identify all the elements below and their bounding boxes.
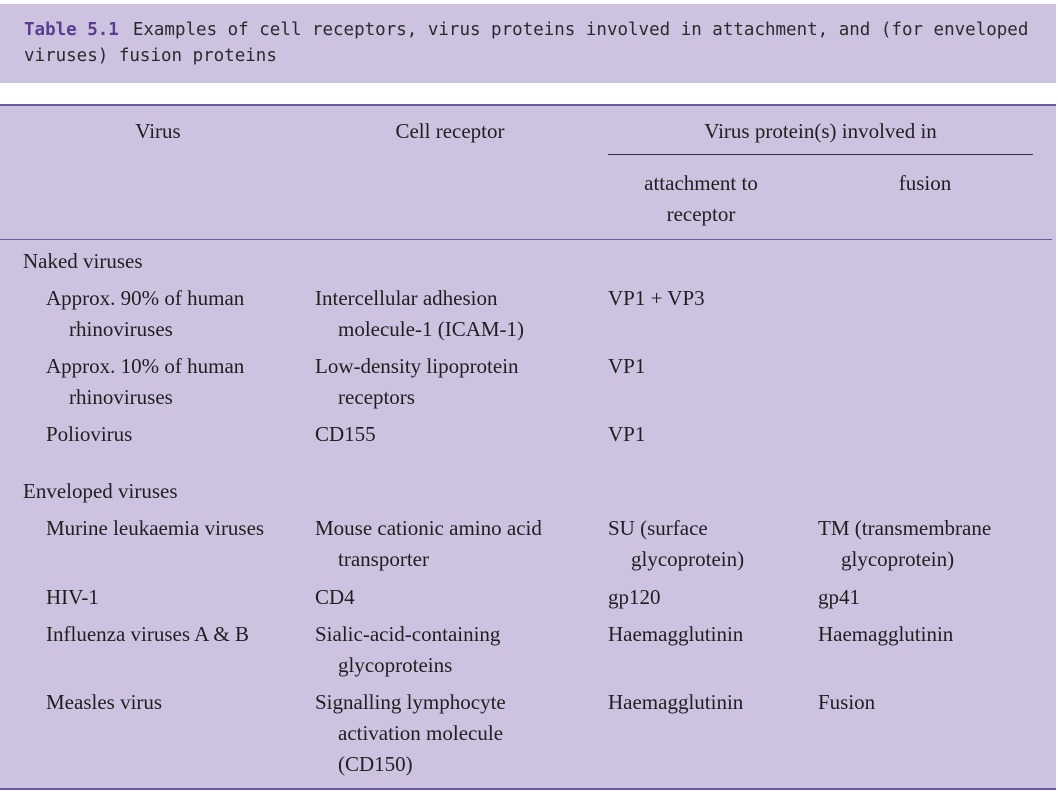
header-virus: Virus	[135, 119, 181, 143]
cell-attachment: VP1	[608, 422, 646, 446]
caption-label: Table 5.1	[24, 20, 119, 40]
cell-virus: Approx. 90% of human rhinoviruses	[46, 286, 245, 341]
cell-receptor: Intercellular adhesion molecule-1 (ICAM-…	[315, 286, 525, 341]
cell-fusion: gp41	[818, 585, 860, 609]
table-caption: Table 5.1 Examples of cell receptors, vir…	[0, 4, 1056, 83]
cell-virus: HIV-1	[46, 585, 99, 609]
header-rule	[0, 239, 1052, 240]
cell-attachment: VP1 + VP3	[608, 286, 705, 310]
cell-receptor: CD155	[315, 422, 376, 446]
header-fusion: fusion	[898, 171, 952, 195]
cell-receptor: Signalling lymphocyte activation molecul…	[315, 690, 506, 776]
header-sub-rule	[608, 154, 1033, 155]
caption-text: Examples of cell receptors, virus protei…	[24, 20, 1029, 66]
cell-receptor: Low-density lipoprotein receptors	[315, 354, 519, 409]
cell-fusion: TM (transmembrane glycoprotein)	[818, 516, 992, 571]
cell-receptor: CD4	[315, 585, 355, 609]
cell-attachment: VP1	[608, 354, 646, 378]
header-protein-group: Virus protein(s) involved in	[704, 119, 937, 143]
cell-virus: Influenza viruses A & B	[46, 622, 249, 646]
section-title-naked: Naked viruses	[23, 249, 143, 273]
header-attachment: attachment to receptor	[644, 171, 758, 226]
cell-virus: Poliovirus	[46, 422, 133, 446]
cell-receptor: Sialic-acid-containing glycoproteins	[315, 622, 501, 677]
cell-receptor: Mouse cationic amino acid transporter	[315, 516, 542, 571]
cell-fusion: Haemagglutinin	[818, 622, 954, 646]
cell-attachment: Haemagglutinin	[608, 622, 744, 646]
section-title-enveloped: Enveloped viruses	[23, 479, 178, 503]
cell-fusion: Fusion	[818, 690, 876, 714]
header-cell-receptor: Cell receptor	[395, 119, 505, 143]
cell-virus: Murine leukaemia viruses	[46, 516, 265, 540]
data-table: Virus Cell receptor Virus protein(s) inv…	[0, 104, 1056, 790]
cell-attachment: Haemagglutinin	[608, 690, 744, 714]
cell-attachment: SU (surface glycoprotein)	[608, 516, 745, 571]
cell-virus: Measles virus	[46, 690, 163, 714]
cell-attachment: gp120	[608, 585, 661, 609]
cell-virus: Approx. 10% of human rhinoviruses	[46, 354, 245, 409]
